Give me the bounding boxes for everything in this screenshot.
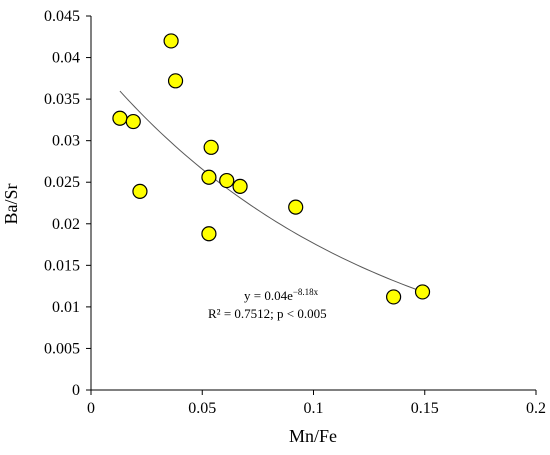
trendline-stats: R² = 0.7512; p < 0.005 bbox=[208, 306, 327, 321]
data-point bbox=[414, 284, 431, 300]
y-tick-label: 0.01 bbox=[52, 299, 80, 316]
y-axis-title: Ba/Sr bbox=[1, 183, 21, 224]
x-tick-label: 0 bbox=[87, 400, 95, 417]
equation-prefix: y = 0.04e bbox=[244, 288, 293, 303]
x-tick-label: 0.05 bbox=[188, 400, 216, 417]
y-tick-label: 0.02 bbox=[52, 216, 80, 233]
data-point bbox=[201, 169, 217, 185]
y-tick-label: 0 bbox=[72, 382, 80, 399]
x-ticks: 0 0.05 0.1 0.15 0.2 bbox=[87, 390, 546, 417]
y-ticks: 0 0.005 0.01 0.015 0.02 0.025 0.03 0.035 0.04 0.0… bbox=[44, 8, 91, 399]
trendline-equation: y = 0.04e−8.18x bbox=[244, 287, 319, 303]
data-point bbox=[125, 113, 141, 130]
y-tick-label: 0.045 bbox=[44, 8, 80, 25]
x-tick-label: 0.1 bbox=[304, 400, 324, 417]
equation-exponent: −8.18x bbox=[293, 287, 319, 297]
data-point bbox=[203, 139, 219, 155]
y-tick-label: 0.03 bbox=[52, 133, 80, 150]
x-tick-label: 0.15 bbox=[411, 400, 439, 417]
axes bbox=[90, 16, 536, 391]
data-point bbox=[288, 199, 304, 215]
data-point bbox=[219, 172, 235, 189]
data-points bbox=[112, 33, 431, 305]
y-tick-label: 0.015 bbox=[44, 257, 80, 274]
data-point bbox=[132, 183, 148, 199]
y-tick-label: 0.025 bbox=[44, 174, 80, 191]
y-tick-label: 0.04 bbox=[52, 50, 80, 67]
y-tick-label: 0.005 bbox=[44, 340, 80, 357]
x-tick-label: 0.2 bbox=[526, 400, 546, 417]
data-point bbox=[386, 289, 402, 305]
trendline bbox=[119, 90, 423, 293]
data-point bbox=[201, 226, 217, 242]
x-axis-title: Mn/Fe bbox=[289, 426, 337, 446]
data-point bbox=[163, 33, 179, 49]
data-point bbox=[112, 110, 128, 126]
data-point bbox=[167, 73, 184, 89]
y-tick-label: 0.035 bbox=[44, 91, 80, 108]
data-point bbox=[232, 178, 248, 194]
